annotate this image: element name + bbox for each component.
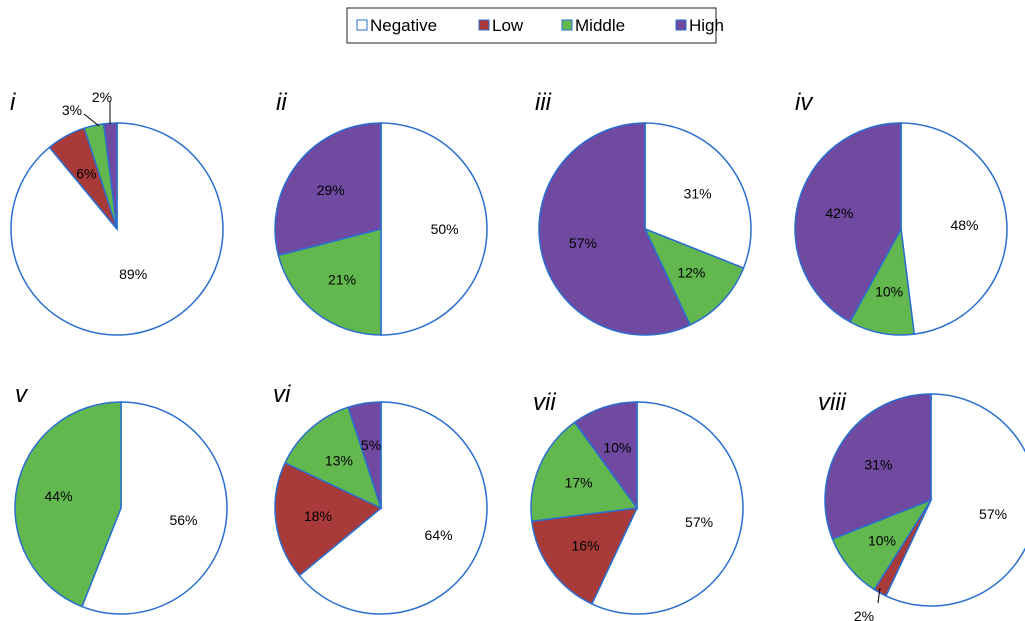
slice-label-high: 10% [603,440,631,456]
legend-item-low: Low [478,16,524,35]
legend-swatch-high [675,19,687,31]
slice-label-high: 31% [864,456,892,472]
slice-label-low: 18% [304,508,332,524]
legend-label-low: Low [492,16,524,35]
slice-label-low: 16% [572,537,600,553]
slice-label-negative: 56% [169,512,197,528]
pie-slice-middle [277,228,382,336]
legend-swatch-middle [561,19,573,31]
pie-panel-ii: ii 50% 21% 29% [274,89,488,336]
legend-label-high: High [689,16,724,35]
slice-label-negative: 57% [685,514,713,530]
slice-label-low: 6% [76,165,96,181]
legend-swatch-low [478,19,490,31]
slice-label-low: 2% [854,608,874,621]
slice-label-negative: 48% [950,217,978,233]
panel-label: viii [818,389,847,416]
leader-line [83,113,100,127]
pie-slice-middle [14,401,122,608]
slice-label-middle: 12% [677,265,705,281]
legend-frame [346,7,717,44]
pie-panel-i: i 89% 6% 3% 2% [10,89,224,336]
legend-label-negative: Negative [370,16,437,35]
legend-item-negative: Negative [356,16,437,35]
legend: Negative Low Middle High [346,7,724,44]
slice-label-negative: 50% [431,221,459,237]
pie-slice-high [538,122,692,336]
legend-item-high: High [675,16,724,35]
pie-slice-middle [284,406,383,510]
panel-label: i [10,89,16,116]
pie-slice-high [824,393,932,540]
slice-label-middle: 3% [62,102,82,118]
pie-slice-high [573,401,638,511]
panel-label: iii [535,89,552,116]
pie-slice-middle [530,421,639,523]
slice-label-high: 2% [92,89,112,105]
pie-panels: i 89% 6% 3% 2% ii 50% 21% 29% iii 31% 12% 57% iv 48% 10… [10,89,1025,621]
panel-label: ii [276,89,287,116]
pie-slice-negative [644,122,752,269]
pie-slice-high [347,401,382,509]
slice-label-middle: 13% [325,452,353,468]
pie-slice-negative [900,122,1008,336]
pie-panel-viii: viii 57% 2% 10% 31% [818,389,1025,621]
pie-slice-negative [590,401,744,615]
panel-label: vii [533,389,556,416]
legend-item-middle: Middle [561,16,625,35]
slice-label-high: 42% [825,205,853,221]
slice-label-high: 57% [569,235,597,251]
pie-slice-middle [643,227,745,326]
pie-slice-high [274,122,382,257]
panel-label: v [15,381,29,408]
slice-label-middle: 21% [328,271,356,287]
pie-panel-iii: iii 31% 12% 57% [535,89,752,336]
legend-swatch-negative [356,19,368,31]
pie-slice-negative [380,122,488,336]
pie-panel-v: v 56% 44% [14,381,228,615]
pie-panel-iv: iv 48% 10% 42% [794,89,1008,336]
slice-label-middle: 10% [868,533,896,549]
pie-panel-vii: vii 57% 16% 17% 10% [530,389,744,615]
pie-panel-vi: vi 64% 18% 13% 5% [273,381,488,615]
legend-label-middle: Middle [575,16,625,35]
leader-line [877,587,881,604]
pie-slice-negative [884,393,1025,607]
pie-slice-low [274,461,383,577]
slice-label-middle: 17% [565,475,593,491]
slice-label-high: 5% [361,437,381,453]
pie-slice-low [530,507,639,605]
slice-label-negative: 31% [684,185,712,201]
slice-label-high: 29% [317,182,345,198]
pie-slice-high [794,122,902,323]
slice-label-middle: 44% [45,488,73,504]
slice-label-middle: 10% [875,283,903,299]
pie-slice-negative [81,401,228,615]
slice-label-negative: 89% [119,266,147,282]
slice-label-negative: 64% [425,527,453,543]
panel-label: vi [273,381,291,408]
panel-label: iv [795,89,814,116]
slice-label-negative: 57% [979,506,1007,522]
pie-slice-negative [298,401,488,615]
